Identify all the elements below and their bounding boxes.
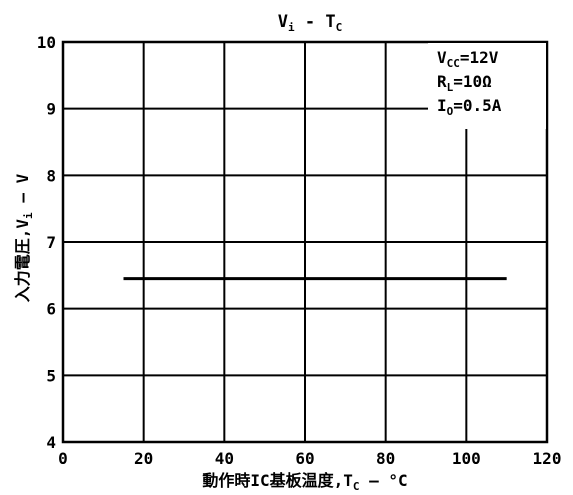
chart-title: Vi - TC xyxy=(278,12,342,34)
y-tick-label: 6 xyxy=(46,300,56,319)
title-var: T xyxy=(325,12,335,32)
x-axis-label: 動作時IC基板温度,TC — °C xyxy=(202,471,407,493)
annotation-box xyxy=(428,43,546,129)
title-main-sub: i xyxy=(288,21,295,34)
annotation-line: RL=10Ω xyxy=(437,72,492,94)
annotation-line: VCC=12V xyxy=(437,48,499,70)
annotation-line: IO=0.5A xyxy=(437,96,502,118)
title-var-sub: C xyxy=(336,21,343,34)
x-tick-label: 0 xyxy=(58,449,68,468)
x-tick-label: 100 xyxy=(452,449,481,468)
x-label-text: 動作時IC基板温度,T xyxy=(202,471,353,490)
y-tick-labels: 4 5 6 7 8 9 10 xyxy=(37,33,56,452)
y-label-text: 入力電圧,V xyxy=(13,219,32,303)
x-tick-label: 120 xyxy=(533,449,562,468)
y-label-sub: i xyxy=(22,212,35,219)
y-tick-label: 8 xyxy=(46,166,56,185)
x-tick-label: 40 xyxy=(215,449,234,468)
x-tick-label: 60 xyxy=(295,449,314,468)
x-tick-labels: 0 20 40 60 80 100 120 xyxy=(58,449,561,468)
y-tick-label: 5 xyxy=(46,366,56,385)
y-tick-label: 4 xyxy=(46,433,56,452)
grid xyxy=(63,42,547,442)
title-main: V xyxy=(278,12,288,32)
y-tick-label: 7 xyxy=(46,233,56,252)
title-sep: - xyxy=(295,12,326,32)
y-axis-label: 入力電圧,Vi — V xyxy=(13,173,35,302)
y-tick-label: 10 xyxy=(37,33,56,52)
x-label-sub: C xyxy=(353,480,360,493)
y-label-unit: — V xyxy=(13,173,32,212)
x-label-unit: — °C xyxy=(360,471,408,490)
x-tick-label: 80 xyxy=(376,449,395,468)
y-tick-label: 9 xyxy=(46,100,56,119)
x-tick-label: 20 xyxy=(134,449,153,468)
